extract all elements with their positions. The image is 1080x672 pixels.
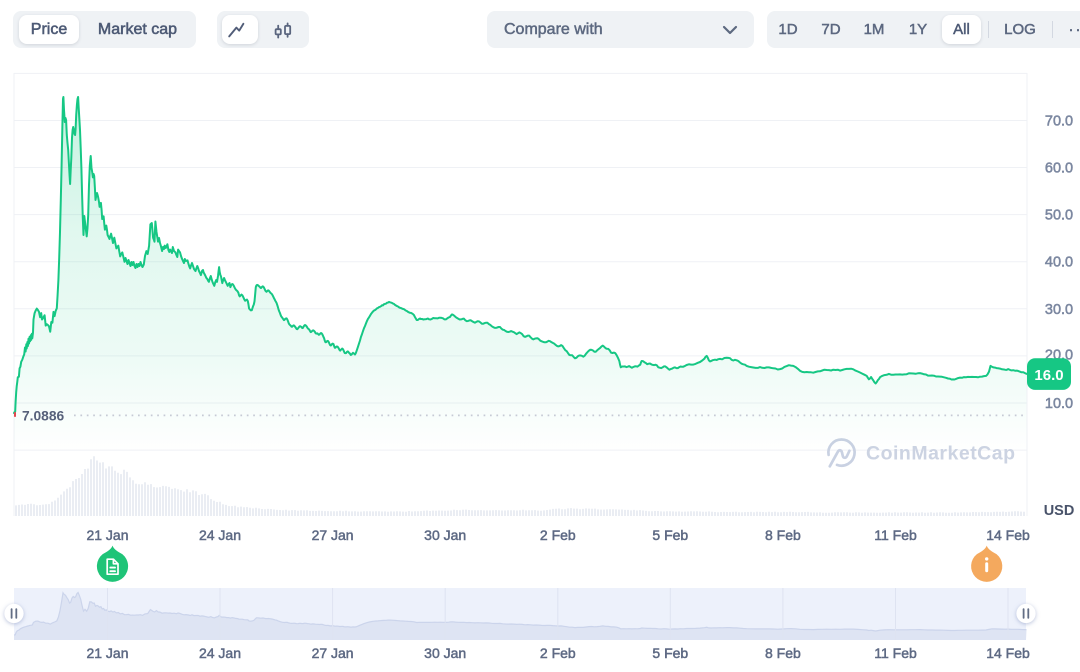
svg-text:30 Jan: 30 Jan: [424, 527, 466, 543]
svg-text:10.0: 10.0: [1045, 396, 1073, 412]
svg-text:5 Feb: 5 Feb: [652, 527, 688, 543]
svg-text:11 Feb: 11 Feb: [874, 645, 917, 661]
svg-text:27 Jan: 27 Jan: [312, 645, 354, 661]
svg-text:8 Feb: 8 Feb: [765, 527, 801, 543]
svg-text:70.0: 70.0: [1045, 114, 1073, 130]
svg-text:2 Feb: 2 Feb: [540, 527, 576, 543]
svg-text:USD: USD: [1044, 503, 1075, 519]
svg-text:7.0886: 7.0886: [22, 408, 65, 423]
svg-text:2 Feb: 2 Feb: [540, 645, 576, 661]
svg-text:8 Feb: 8 Feb: [765, 645, 801, 661]
svg-text:40.0: 40.0: [1045, 255, 1073, 271]
svg-text:21 Jan: 21 Jan: [86, 527, 128, 543]
svg-text:27 Jan: 27 Jan: [312, 527, 354, 543]
svg-text:24 Jan: 24 Jan: [199, 527, 241, 543]
svg-text:16.0: 16.0: [1034, 367, 1063, 384]
svg-text:21 Jan: 21 Jan: [86, 645, 128, 661]
svg-text:14 Feb: 14 Feb: [986, 645, 1030, 661]
svg-text:50.0: 50.0: [1045, 208, 1073, 224]
svg-text:5 Feb: 5 Feb: [652, 645, 688, 661]
svg-text:11 Feb: 11 Feb: [874, 527, 917, 543]
svg-text:24 Jan: 24 Jan: [199, 645, 241, 661]
svg-text:30 Jan: 30 Jan: [424, 645, 466, 661]
svg-text:14 Feb: 14 Feb: [986, 527, 1030, 543]
svg-text:60.0: 60.0: [1045, 161, 1073, 177]
svg-text:30.0: 30.0: [1045, 302, 1073, 318]
